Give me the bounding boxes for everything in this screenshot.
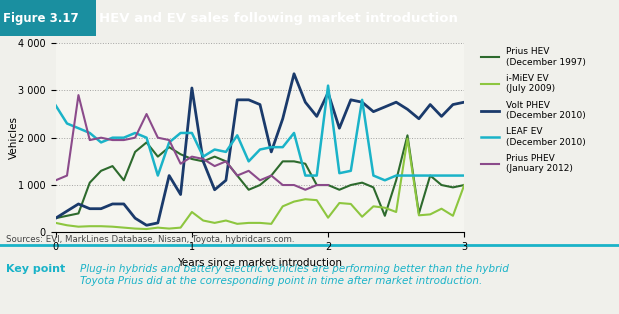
Legend: Prius HEV
(December 1997), i-MiEV EV
(July 2009), Volt PHEV
(December 2010), LEA: Prius HEV (December 1997), i-MiEV EV (Ju… [477, 44, 589, 177]
Text: HEV and EV sales following market introduction: HEV and EV sales following market introd… [99, 12, 458, 24]
Y-axis label: Vehicles: Vehicles [9, 116, 19, 159]
X-axis label: Years since market introduction: Years since market introduction [178, 258, 342, 268]
Text: Sources: EVI, MarkLines Database, Nissan, Toyota, hybridcars.com.: Sources: EVI, MarkLines Database, Nissan… [6, 236, 295, 244]
FancyBboxPatch shape [0, 0, 96, 36]
Text: Figure 3.17: Figure 3.17 [3, 12, 79, 24]
Text: Plug-in hybrids and battery electric vehicles are performing better than the hyb: Plug-in hybrids and battery electric veh… [80, 264, 509, 286]
Text: Key point: Key point [6, 264, 66, 274]
